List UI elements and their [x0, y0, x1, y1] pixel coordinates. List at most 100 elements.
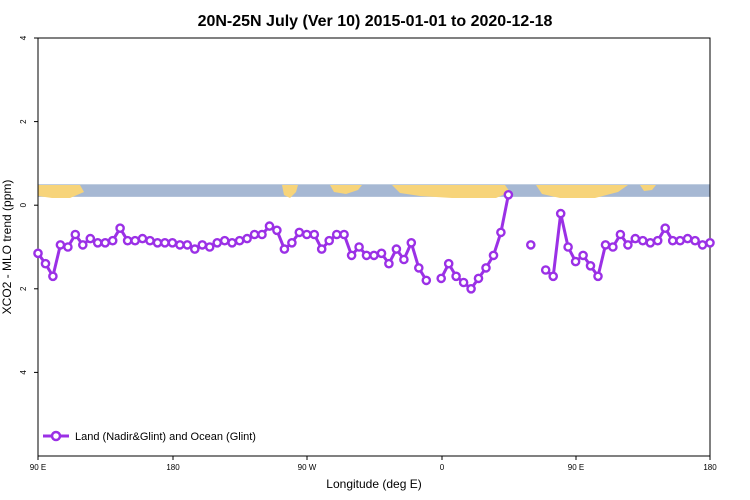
y-axis: 4 2 0 2 4: [19, 35, 38, 375]
data-point: [585, 260, 596, 271]
data-point: [234, 235, 245, 246]
map-band: [38, 184, 710, 198]
data-point: [436, 273, 447, 284]
data-point: [175, 240, 185, 250]
x-tick-label: 90 E: [30, 463, 46, 472]
data-point: [675, 235, 685, 246]
data-point: [100, 237, 110, 248]
data-point: [33, 248, 43, 259]
x-tick-label: 180: [703, 463, 717, 472]
data-point: [466, 283, 476, 294]
land-mass: [536, 185, 628, 198]
data-point: [630, 233, 641, 244]
data-point: [384, 258, 394, 269]
data-point: [399, 254, 409, 265]
data-point: [488, 250, 499, 261]
data-point: [548, 271, 559, 282]
data-point: [70, 229, 81, 240]
data-point: [294, 227, 305, 238]
y-tick-label: 4: [19, 370, 28, 375]
data-point: [406, 237, 417, 248]
series-line: [439, 194, 510, 291]
legend-label: Land (Nadir&Glint) and Ocean (Glint): [75, 431, 256, 443]
data-point: [481, 263, 491, 273]
legend-marker: [50, 430, 62, 442]
data-point: [152, 237, 163, 248]
y-tick-label: 0: [19, 202, 28, 207]
data-point: [145, 235, 155, 246]
data-point: [115, 223, 125, 233]
data-point: [369, 250, 379, 261]
y-tick-label: 4: [19, 35, 28, 40]
data-point: [682, 233, 693, 244]
x-tick-label: 0: [440, 463, 445, 472]
x-tick-label: 90 W: [298, 463, 317, 472]
x-axis: 90 E 180 90 W 0 90 E 180: [30, 456, 717, 472]
data-point: [600, 240, 611, 250]
data-point: [55, 240, 66, 250]
data-point: [593, 271, 603, 282]
data-point: [570, 256, 581, 267]
data-point: [555, 208, 566, 219]
data-point: [339, 229, 349, 240]
data-point: [287, 237, 297, 248]
data-point: [638, 235, 648, 246]
data-point: [137, 233, 148, 244]
data-point: [443, 258, 454, 269]
data-point: [122, 235, 133, 246]
data-point: [197, 240, 208, 250]
data-point: [413, 263, 424, 273]
data-point: [705, 237, 715, 248]
data-point: [85, 233, 96, 244]
data-point: [160, 237, 170, 248]
data-point: [503, 189, 514, 200]
data-point: [458, 277, 469, 288]
data-point: [40, 258, 51, 269]
data-point: [212, 237, 222, 248]
x-axis-label: Longitude (deg E): [326, 477, 421, 491]
data-point: [331, 229, 342, 240]
data-point: [63, 242, 73, 252]
data-point: [264, 221, 275, 231]
data-point: [354, 242, 364, 252]
land-mass: [392, 185, 510, 198]
x-tick-label: 90 E: [568, 463, 584, 472]
y-tick-label: 2: [19, 119, 28, 124]
data-point: [48, 271, 58, 282]
data-point: [496, 227, 506, 238]
data-point: [279, 244, 290, 254]
data-point: [615, 229, 626, 240]
land-mass: [38, 185, 84, 198]
data-point: [242, 233, 252, 244]
data-point: [204, 242, 215, 252]
data-point: [107, 235, 118, 246]
data-point: [78, 240, 88, 250]
data-point: [473, 273, 484, 284]
data-point: [167, 237, 178, 248]
data-point: [309, 229, 320, 240]
series-layer: [33, 189, 715, 294]
legend: Land (Nadir&Glint) and Ocean (Glint): [43, 430, 256, 443]
land-mass: [282, 185, 298, 198]
data-point: [189, 244, 200, 254]
y-axis-label: XCO2 - MLO trend (ppm): [0, 180, 14, 315]
data-point: [219, 235, 230, 246]
data-point: [301, 229, 312, 240]
data-point: [130, 235, 140, 246]
data-point: [227, 237, 237, 248]
data-point: [563, 242, 573, 252]
data-point: [690, 235, 700, 246]
data-point: [376, 248, 387, 259]
data-point: [652, 235, 663, 246]
data-point: [272, 225, 282, 236]
data-point: [578, 250, 588, 261]
y-tick-label: 2: [19, 286, 28, 291]
data-point: [540, 265, 551, 275]
land-mass: [330, 185, 362, 194]
data-point: [697, 240, 708, 250]
data-point: [660, 223, 671, 233]
data-point: [421, 275, 432, 286]
data-point: [316, 244, 327, 254]
data-point: [391, 244, 402, 254]
